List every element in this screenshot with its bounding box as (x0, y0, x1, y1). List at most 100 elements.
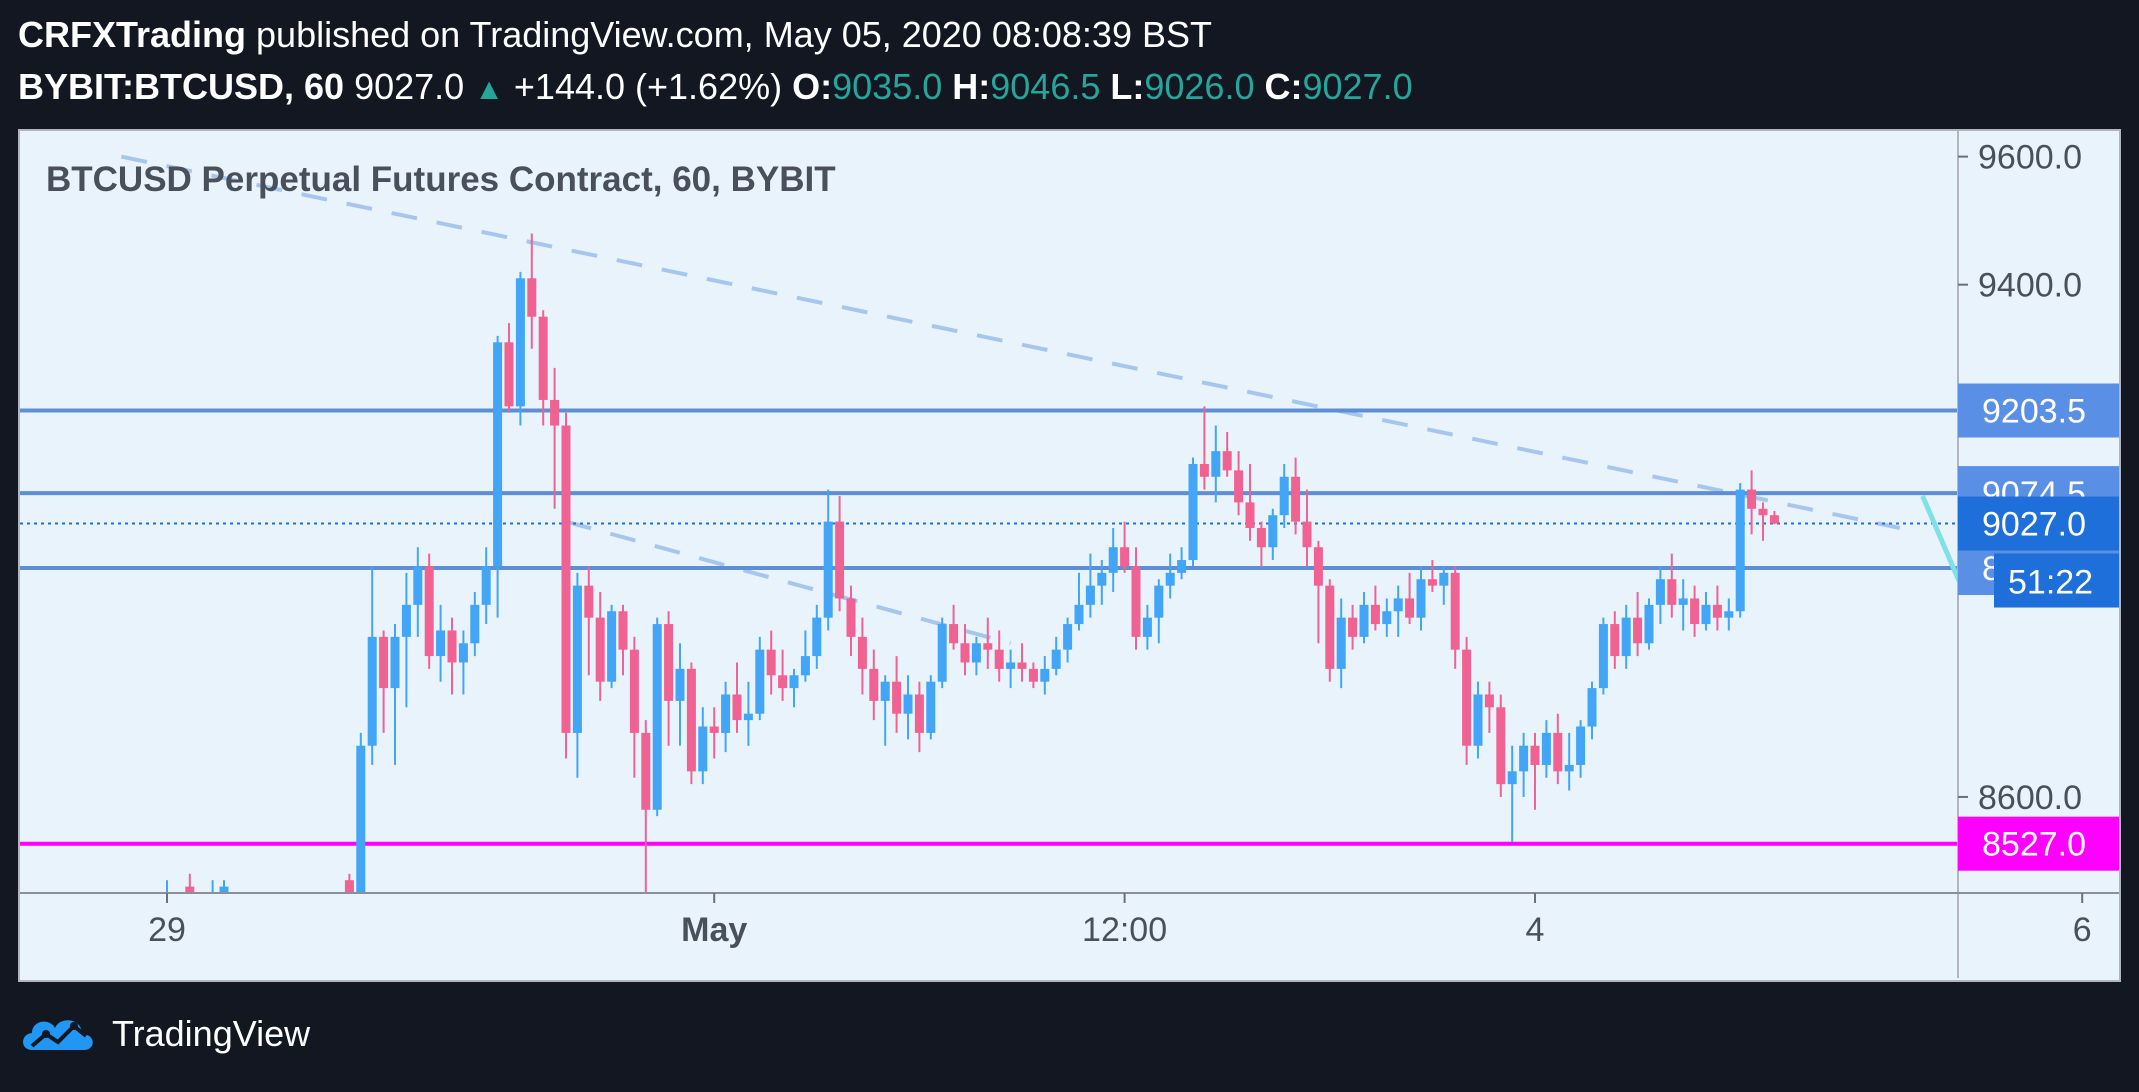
candle-body (835, 521, 845, 599)
price-label-9203.5-bg[interactable] (1958, 383, 2119, 438)
high-label: H: (952, 66, 991, 107)
candle-body (1085, 585, 1095, 605)
candle-body (356, 745, 366, 893)
trend-line-1[interactable] (120, 154, 1901, 530)
candle-body (800, 656, 810, 676)
candle-body (1553, 732, 1563, 772)
price-label-9203.5: 9203.5 (1982, 393, 2086, 431)
symbol-header: BYBIT:BTCUSD, 60 9027.0 ▲ +144.0 (+1.62%… (18, 66, 1413, 108)
candle-body (424, 566, 434, 657)
tradingview-logo-icon (23, 1020, 93, 1050)
candle-body (367, 636, 377, 746)
publish-header: CRFXTrading published on TradingView.com… (18, 14, 1212, 56)
symbol-label: BYBIT:BTCUSD, 60 (18, 66, 345, 107)
candle-body (493, 342, 503, 567)
last-price: 9027.0 (354, 66, 465, 107)
candle-body (857, 636, 867, 669)
candle-body (1006, 662, 1016, 669)
trend-line-2[interactable] (565, 519, 1012, 646)
x-tick-label: 12:00 (1082, 911, 1167, 949)
candle-body (812, 617, 822, 657)
candle-body (1256, 528, 1266, 548)
candle-body (561, 425, 571, 733)
candle-body (755, 649, 765, 714)
y-tick-label: 8600.0 (1978, 779, 2082, 817)
low-label: L: (1110, 66, 1145, 107)
candle-body (960, 643, 970, 663)
candle-body (538, 316, 548, 400)
candle-body (504, 342, 514, 407)
candle-body (743, 713, 753, 721)
candle-body (1473, 694, 1483, 746)
candle-body (1348, 617, 1358, 637)
candle-body (652, 624, 662, 810)
candle-body (1769, 515, 1779, 524)
candle-body (1279, 476, 1289, 516)
candle-body (1370, 604, 1380, 625)
high-value: 9046.5 (990, 66, 1101, 107)
candle-body (914, 694, 924, 733)
candle-body (1576, 726, 1586, 765)
candle-body (1427, 579, 1437, 586)
candle-body (1655, 579, 1665, 605)
candle-body (1758, 508, 1768, 516)
candle-body (1268, 515, 1278, 548)
candle-body (823, 521, 833, 618)
countdown-bg (1994, 553, 2119, 608)
countdown-label: 51:22 (2008, 564, 2093, 602)
candle-body (1507, 771, 1517, 785)
chart-panel[interactable] (18, 129, 2121, 982)
x-tick-label: 4 (1526, 911, 1545, 949)
candle-body (1678, 598, 1688, 605)
price-change: +144.0 (+1.62%) (513, 66, 783, 107)
low-value: 9026.0 (1144, 66, 1255, 107)
candle-body (481, 566, 491, 605)
candle-body (629, 649, 639, 733)
author-name[interactable]: CRFXTrading (18, 14, 247, 55)
plot-area[interactable] (20, 154, 2089, 925)
projection-arrow[interactable] (1920, 495, 2071, 842)
price-label-8527.0: 8527.0 (1982, 826, 2086, 864)
candle-body (1302, 521, 1312, 548)
candle-body (447, 630, 457, 663)
current-price-label-bg[interactable] (1958, 496, 2119, 551)
candle-body (926, 681, 936, 733)
brand-name[interactable]: TradingView (112, 1013, 311, 1054)
candle-body (1131, 566, 1141, 637)
candle-body (698, 726, 708, 772)
footer-branding[interactable]: TradingView (18, 1010, 310, 1058)
open-value: 9035.0 (832, 66, 943, 107)
candle-body (1165, 572, 1175, 586)
candle-body (379, 636, 389, 689)
open-label: O: (792, 66, 833, 107)
candle-body (550, 399, 560, 426)
triangle-up-icon: ▲ (474, 73, 504, 106)
candle-body (1142, 617, 1152, 637)
candle-body (1393, 598, 1403, 612)
candle-body (1051, 649, 1061, 669)
candle-body (1211, 451, 1221, 477)
candle-body (1621, 617, 1631, 657)
price-label-8527.0-bg[interactable] (1958, 816, 2119, 871)
candle-body (1541, 732, 1551, 765)
candle-body (1724, 611, 1734, 618)
candle-body (1382, 611, 1392, 625)
candle-body (1074, 604, 1084, 625)
close-value: 9027.0 (1302, 66, 1413, 107)
published-text: published on TradingView.com, May 05, 20… (256, 14, 1212, 55)
candle-body (778, 675, 788, 689)
candle-body (458, 643, 468, 663)
candle-body (675, 668, 685, 701)
close-label: C: (1264, 66, 1303, 107)
candle-body (971, 643, 981, 663)
candle-body (1313, 547, 1323, 586)
candle-body (1530, 745, 1540, 765)
candle-body (880, 681, 890, 701)
candle-body (1564, 764, 1574, 772)
current-price-label: 9027.0 (1982, 506, 2086, 544)
candle-body (766, 649, 776, 676)
candle-body (1644, 604, 1654, 644)
candle-body (1598, 624, 1608, 689)
candle-body (937, 624, 947, 682)
